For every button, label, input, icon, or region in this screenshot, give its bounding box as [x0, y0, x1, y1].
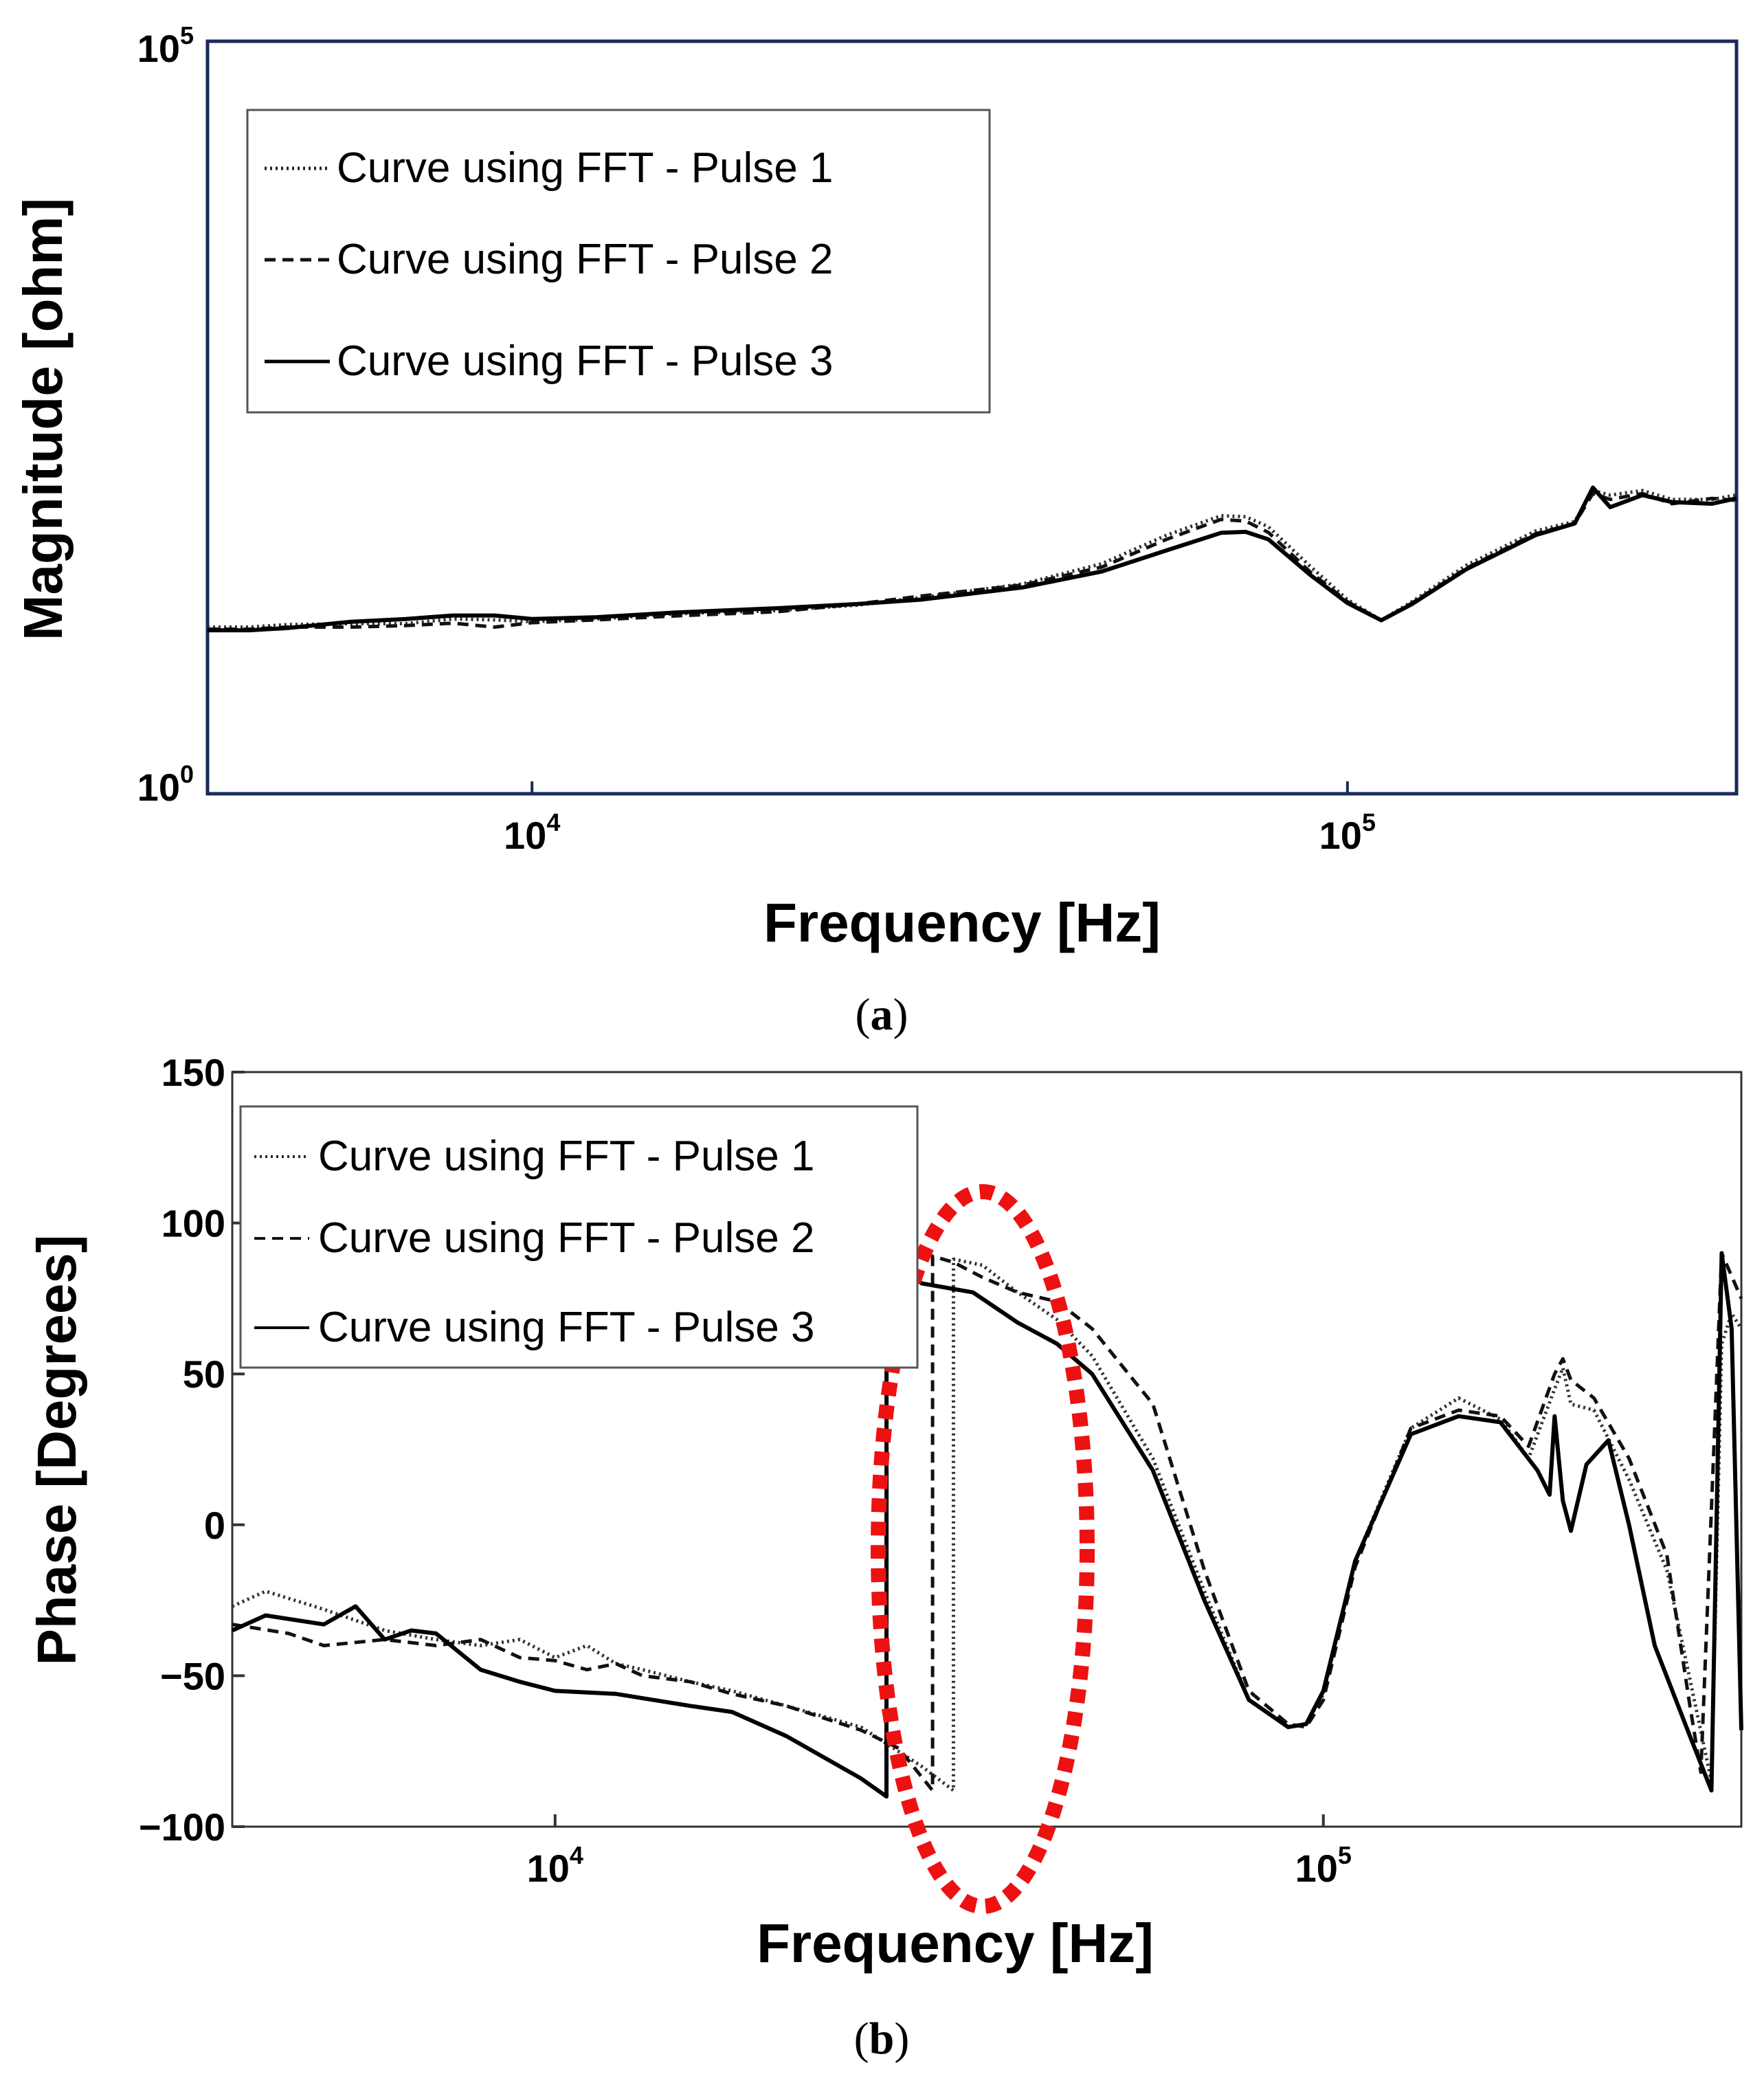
plot-b-ytick-label: 0	[204, 1504, 225, 1547]
plot-a-ticks: 104 105 100 105	[137, 21, 1376, 857]
caption-b: (b)	[854, 2014, 910, 2064]
plot-b-xlabel: Frequency [Hz]	[757, 1913, 1154, 1974]
plot-b-ytick-label: 150	[161, 1051, 225, 1094]
legend-b-label-pulse-2: Curve using FFT - Pulse 2	[318, 1214, 814, 1262]
plot-b-ytick-label: 100	[161, 1202, 225, 1245]
plot-a-legend: Curve using FFT - Pulse 1 Curve using FF…	[246, 109, 991, 414]
plot-a-series	[208, 485, 1737, 633]
plot-b-series-pulse-3	[231, 1251, 1743, 1799]
plot-b-ylabel: Phase [Degrees]	[26, 1235, 87, 1666]
plot-a-xtick-label: 105	[1319, 808, 1376, 857]
plot-b-ytick-label: 50	[183, 1352, 225, 1396]
legend-a-label-pulse-2: Curve using FFT - Pulse 2	[337, 236, 833, 283]
plot-b-ytick-label: −100	[139, 1805, 225, 1849]
plot-a-series-pulse-3	[208, 485, 1737, 633]
plot-a-xtick-label: 104	[504, 808, 560, 857]
panel-b: 104 105 150 100 50 0 −50 −100 Phase [Degrees] F…	[26, 1051, 1743, 1974]
plot-a-ytick-label: 100	[137, 760, 194, 809]
legend-a-label-pulse-1: Curve using FFT - Pulse 1	[337, 144, 833, 192]
plot-b-series-pulse-2	[232, 1251, 1743, 1792]
plot-a-ytick-label: 105	[137, 21, 194, 70]
plot-b-xtick-label: 104	[527, 1841, 583, 1890]
plot-b-ticks: 104 105 150 100 50 0 −50 −100	[139, 1051, 1352, 1890]
panel-a: 104 105 100 105 Magnitude [ohm] Frequency […	[12, 21, 1739, 953]
caption-a: (a)	[856, 990, 908, 1040]
legend-b-label-pulse-3: Curve using FFT - Pulse 3	[318, 1304, 814, 1351]
plot-b-series	[231, 1251, 1743, 1799]
legend-a-box	[246, 109, 991, 414]
plot-a-series-pulse-2	[208, 491, 1737, 631]
legend-b-box	[239, 1105, 919, 1369]
legend-a-label-pulse-3: Curve using FFT - Pulse 3	[337, 337, 833, 385]
highlight-ellipse	[871, 1184, 1095, 1914]
legend-b-label-pulse-1: Curve using FFT - Pulse 1	[318, 1133, 814, 1180]
plot-b-xtick-label: 105	[1295, 1841, 1352, 1890]
plot-a-xlabel: Frequency [Hz]	[763, 892, 1161, 953]
plot-a-ylabel: Magnitude [ohm]	[12, 198, 74, 641]
plot-b-ytick-label: −50	[160, 1654, 225, 1697]
plot-b-legend: Curve using FFT - Pulse 1 Curve using FF…	[239, 1105, 919, 1369]
